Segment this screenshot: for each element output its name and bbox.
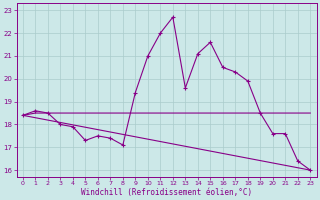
X-axis label: Windchill (Refroidissement éolien,°C): Windchill (Refroidissement éolien,°C) bbox=[81, 188, 252, 197]
